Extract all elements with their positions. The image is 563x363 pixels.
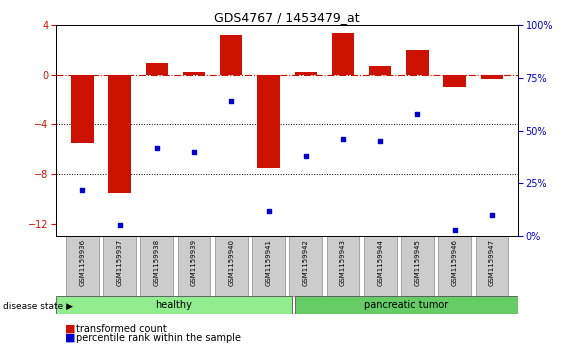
Bar [257,75,280,168]
Text: GSM1159938: GSM1159938 [154,239,160,286]
Text: transformed count: transformed count [76,323,167,334]
Bar [252,236,285,296]
Point [413,111,422,117]
Bar [364,236,396,296]
Bar [289,236,322,296]
Bar [294,296,518,314]
Bar [178,236,211,296]
Text: ■: ■ [65,333,75,343]
Text: GSM1159942: GSM1159942 [303,239,309,286]
Bar [332,33,354,75]
Bar [140,236,173,296]
Point [115,223,124,228]
Text: GSM1159939: GSM1159939 [191,239,197,286]
Text: GSM1159947: GSM1159947 [489,239,495,286]
Text: GSM1159944: GSM1159944 [377,239,383,286]
Bar [476,236,508,296]
Point [301,153,310,159]
Point [450,227,459,233]
Point [78,187,87,192]
Bar [401,236,434,296]
Point [190,149,199,155]
Text: disease state ▶: disease state ▶ [3,302,73,311]
Bar [215,236,248,296]
Bar [327,236,359,296]
Point [227,98,236,104]
Text: GSM1159936: GSM1159936 [79,239,86,286]
Bar [369,66,391,75]
Bar [66,236,99,296]
Bar [103,236,136,296]
Bar [406,50,428,75]
Point [376,138,385,144]
Bar [146,62,168,75]
Text: pancreatic tumor: pancreatic tumor [364,300,448,310]
Bar [481,75,503,79]
Bar [183,73,205,75]
Point [338,136,347,142]
Point [488,212,497,218]
Bar [294,73,317,75]
Bar [71,75,93,143]
Text: GSM1159941: GSM1159941 [266,239,271,286]
Bar [56,296,292,314]
Text: ■: ■ [65,323,75,334]
Text: percentile rank within the sample: percentile rank within the sample [76,333,241,343]
Bar [444,75,466,87]
Text: GSM1159940: GSM1159940 [228,239,234,286]
Bar [109,75,131,193]
Text: GSM1159946: GSM1159946 [452,239,458,286]
Point [264,208,273,213]
Text: GSM1159943: GSM1159943 [340,239,346,286]
Text: GSM1159945: GSM1159945 [414,239,421,286]
Title: GDS4767 / 1453479_at: GDS4767 / 1453479_at [215,11,360,24]
Text: GSM1159937: GSM1159937 [117,239,123,286]
Bar [220,35,243,75]
Text: healthy: healthy [155,300,193,310]
Bar [438,236,471,296]
Point [153,144,162,150]
